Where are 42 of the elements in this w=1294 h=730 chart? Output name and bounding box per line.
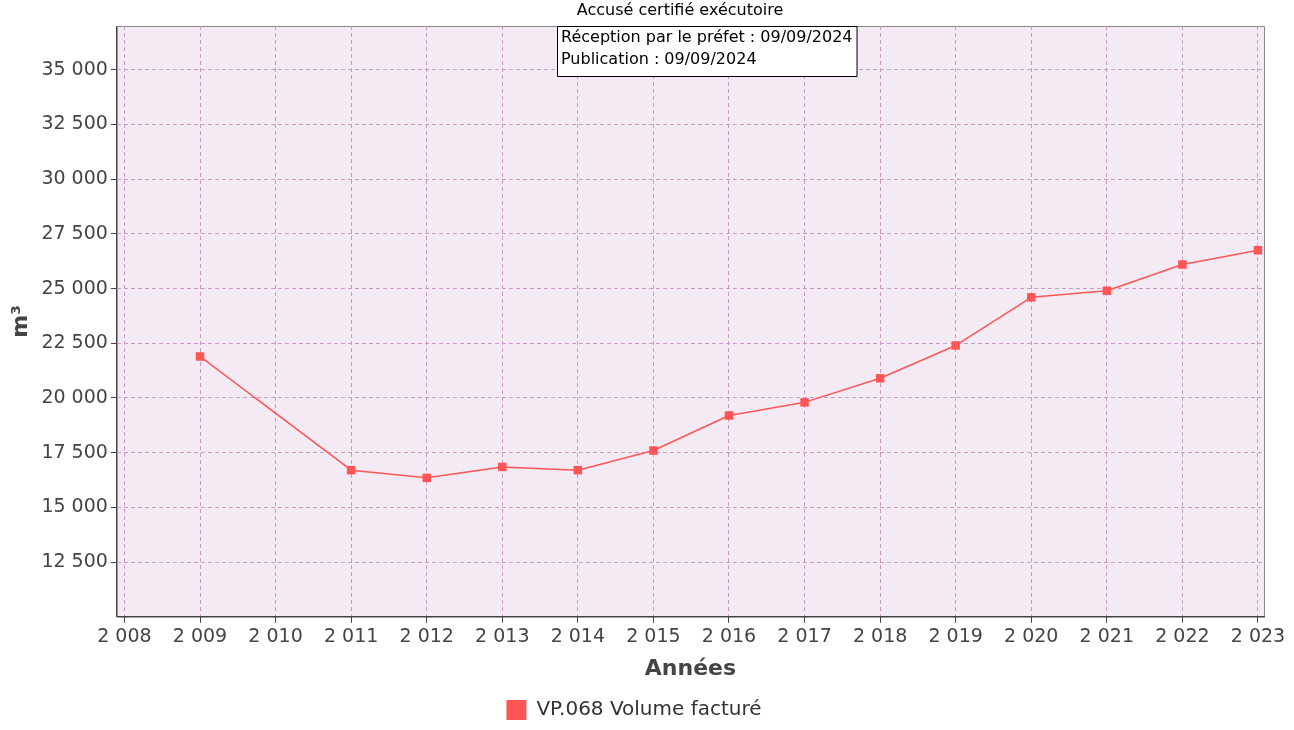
x-tick-label: 2 017 — [777, 624, 832, 647]
y-tick-label: 15 000 — [41, 494, 108, 517]
y-tick-label: 20 000 — [41, 384, 108, 407]
y-tick-label: 27 500 — [41, 220, 108, 243]
x-tick-label: 2 011 — [323, 624, 379, 647]
point — [422, 473, 431, 483]
x-tick-label: 2 021 — [1079, 624, 1135, 647]
point — [951, 341, 960, 350]
point — [724, 411, 734, 420]
annotation: Réception par le préfet : 09/09/2024 Publication : 09/09/2024 — [561, 27, 853, 69]
x-tick-label: 2 015 — [626, 624, 681, 647]
point — [1027, 293, 1036, 302]
y-tick-label: 17 500 — [41, 439, 108, 462]
x-tick-label: 2 018 — [852, 624, 908, 647]
x-axis-title: Années — [644, 654, 737, 680]
x-tick-label: 2 023 — [1230, 624, 1286, 647]
y-tick-label: 30 000 — [41, 166, 108, 189]
legend-label: VP.068 Volume facturé — [536, 696, 762, 721]
x-tick-label: 2 010 — [248, 624, 303, 647]
point — [498, 462, 507, 472]
x-tick-label: 2 012 — [399, 624, 454, 647]
text: Accusé certifié exécutoire — [576, 0, 784, 20]
x-tick-label: 2 020 — [1004, 624, 1059, 647]
point — [1178, 260, 1187, 269]
point — [1253, 246, 1263, 255]
y-tick-label: 22 500 — [41, 330, 108, 353]
x-tick-label: 2 014 — [550, 624, 606, 647]
x-tick-label: 2 016 — [701, 624, 757, 647]
y-tick-label: 35 000 — [41, 56, 108, 79]
x-tick-label: 2 022 — [1155, 624, 1210, 647]
point — [800, 398, 809, 407]
point — [875, 374, 885, 383]
y-axis-title: m³ — [6, 305, 32, 338]
x-tick-label: 2 009 — [172, 624, 228, 647]
x-tick-label: 2 008 — [97, 624, 152, 647]
y-tick-label: 12 500 — [41, 549, 108, 572]
x-tick-label: 2 019 — [928, 624, 983, 647]
point — [195, 352, 205, 361]
y-tick-label: 32 500 — [41, 111, 108, 134]
point — [649, 446, 658, 455]
y-tick-label: 25 000 — [41, 275, 108, 298]
x-tick-label: 2 013 — [475, 624, 530, 647]
